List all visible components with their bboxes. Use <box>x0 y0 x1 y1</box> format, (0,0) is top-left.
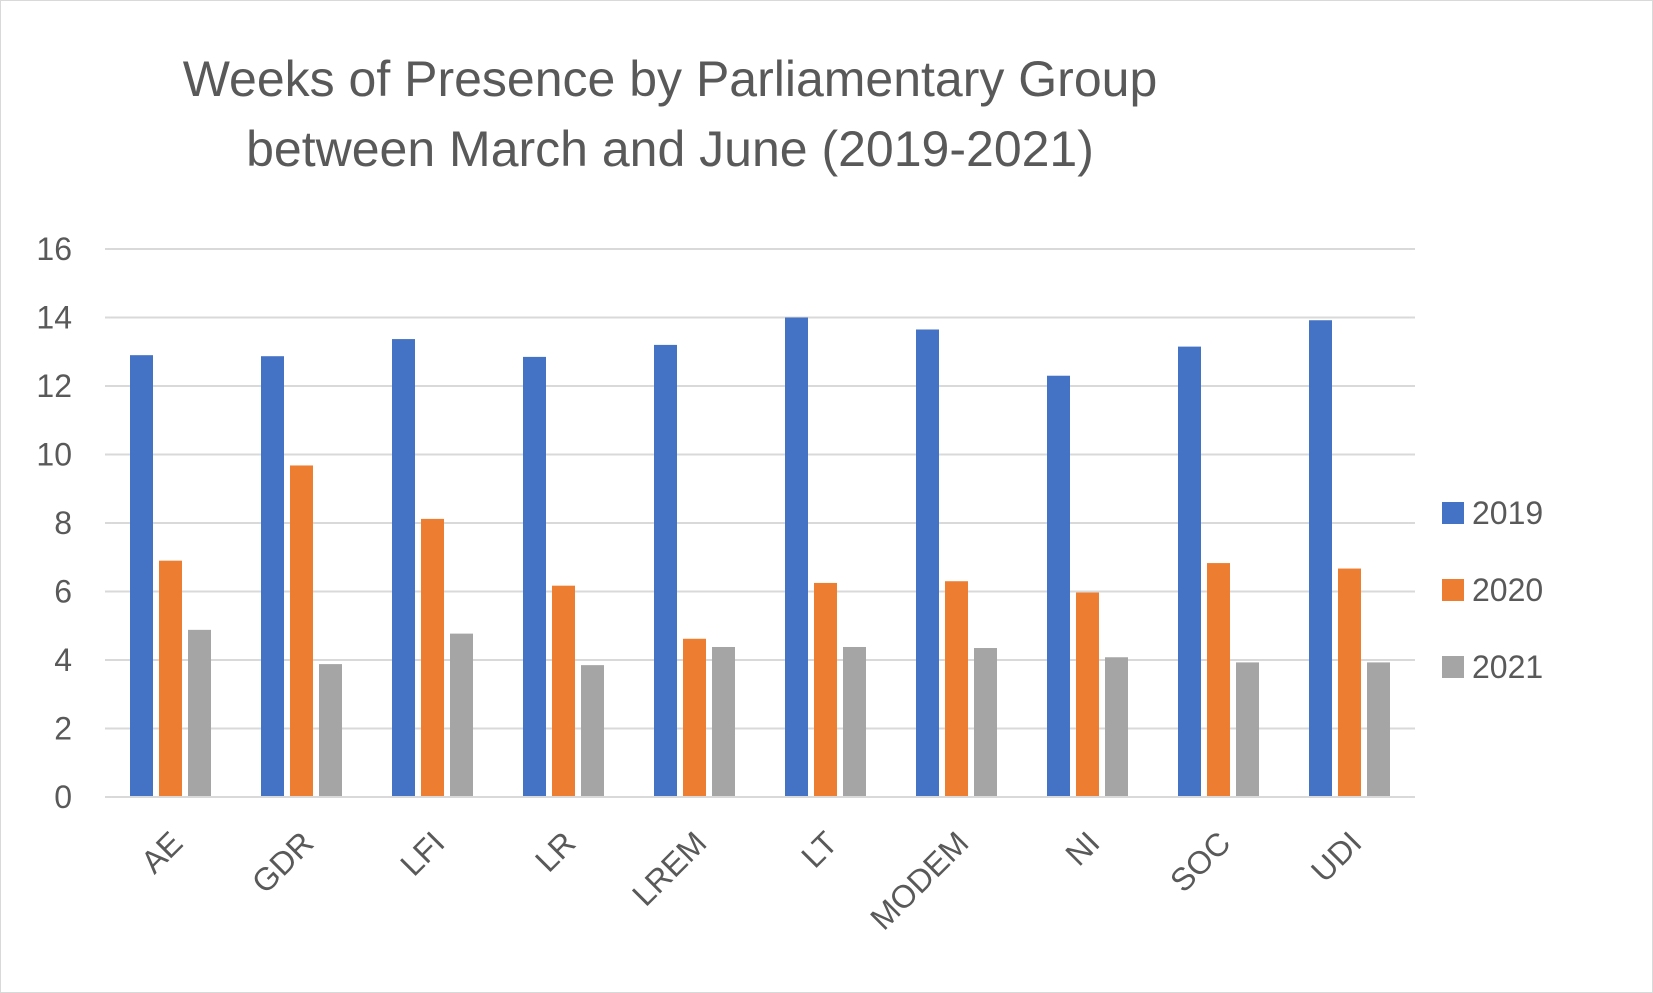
bar-2021-GDR <box>319 664 342 797</box>
x-tick-label: LFI <box>393 824 451 882</box>
y-tick-label: 6 <box>54 574 72 610</box>
chart-title-line-2: between March and June (2019-2021) <box>246 121 1094 177</box>
bar-2020-LR <box>552 585 575 797</box>
bar-2019-LT <box>785 317 808 797</box>
bar-2019-GDR <box>261 356 284 797</box>
bar-2021-LFI <box>450 633 473 797</box>
y-tick-label: 14 <box>36 300 72 336</box>
bar-2019-LREM <box>654 344 677 797</box>
bars <box>130 317 1390 797</box>
bar-2020-MODEM <box>945 581 968 797</box>
y-tick-label: 4 <box>54 642 72 678</box>
bar-2020-SOC <box>1207 563 1230 797</box>
y-axis-ticks: 0 2 4 6 8 10 12 14 16 <box>36 231 72 815</box>
bar-2021-MODEM <box>974 648 997 797</box>
bar-2021-NI <box>1105 657 1128 797</box>
bar-2021-LREM <box>712 646 735 797</box>
bar-2019-LR <box>523 356 546 797</box>
chart-title: Weeks of Presence by Parliamentary Group… <box>120 44 1220 184</box>
bar-2019-AE <box>130 355 153 797</box>
bar-2021-UDI <box>1367 662 1390 797</box>
bar-2019-SOC <box>1178 346 1201 797</box>
bar-2021-AE <box>188 629 211 797</box>
bar-2019-LFI <box>392 339 415 797</box>
legend-swatch-2021 <box>1442 656 1464 678</box>
x-tick-label: GDR <box>245 824 321 900</box>
y-tick-label: 8 <box>54 505 72 541</box>
chart-title-line-1: Weeks of Presence by Parliamentary Group <box>182 51 1158 107</box>
legend-swatch-2019 <box>1442 502 1464 524</box>
bar-2021-LR <box>581 665 604 797</box>
x-tick-label: MODEM <box>863 824 975 936</box>
bar-2021-SOC <box>1236 662 1259 797</box>
legend-label: 2021 <box>1472 649 1543 685</box>
bar-2019-MODEM <box>916 329 939 797</box>
x-tick-label: UDI <box>1304 824 1368 888</box>
legend-label: 2020 <box>1472 572 1543 608</box>
x-tick-label: LT <box>794 824 844 874</box>
bar-2021-LT <box>843 646 866 797</box>
bar-2019-NI <box>1047 375 1070 797</box>
y-tick-label: 16 <box>36 231 72 267</box>
legend: 2019 2020 2021 <box>1442 495 1543 685</box>
x-tick-label: LR <box>528 824 582 878</box>
y-tick-label: 10 <box>36 437 72 473</box>
x-tick-label: AE <box>134 824 190 880</box>
legend-label: 2019 <box>1472 495 1543 531</box>
bar-2020-LFI <box>421 518 444 797</box>
x-tick-label: NI <box>1058 824 1106 872</box>
y-tick-label: 12 <box>36 368 72 404</box>
x-tick-label: LREM <box>625 824 713 912</box>
y-tick-label: 2 <box>54 711 72 747</box>
x-axis-ticks: AE GDR LFI LR LREM LT MODEM NI SOC UDI <box>105 796 1415 937</box>
legend-swatch-2020 <box>1442 579 1464 601</box>
bar-2020-AE <box>159 560 182 797</box>
y-tick-label: 0 <box>54 779 72 815</box>
bar-2019-UDI <box>1309 320 1332 797</box>
x-tick-label: SOC <box>1163 824 1237 898</box>
bar-2020-LREM <box>683 638 706 797</box>
bar-2020-NI <box>1076 592 1099 797</box>
bar-2020-UDI <box>1338 568 1361 797</box>
bar-2020-LT <box>814 582 837 797</box>
bar-2020-GDR <box>290 465 313 797</box>
